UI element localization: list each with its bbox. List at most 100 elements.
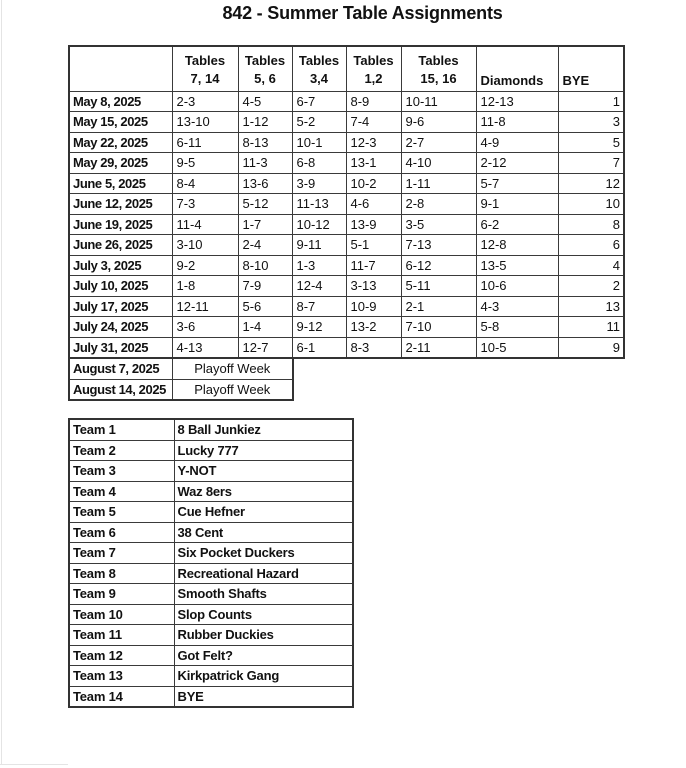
match-cell: 12-3 [345,131,402,153]
match-cell: 1-7 [237,213,293,235]
column-header-line2: 3,4 [309,70,329,86]
bye-cell: 7 [557,152,625,174]
date-cell: July 31, 2025 [68,336,173,359]
match-cell: 1-11 [400,172,477,194]
match-cell: 4-5 [237,90,293,112]
schedule-row: July 24, 2025 3-6 1-4 9-12 13-2 7-10 5-8 11 [68,316,625,338]
match-cell: 5-6 [237,295,293,317]
match-cell: 3-13 [345,275,402,297]
team-number-cell: Team 14 [68,685,175,708]
page-edge-line [1,0,2,764]
team-number-cell: Team 4 [68,480,175,502]
date-cell: June 19, 2025 [68,213,173,235]
team-number-cell: Team 11 [68,624,175,646]
schedule-row: July 17, 2025 12-11 5-6 8-7 10-9 2-1 4-3 13 [68,295,625,317]
column-header-line2: 5, 6 [254,70,276,86]
match-cell: 6-1 [291,336,347,359]
team-name-cell: Waz 8ers [173,480,354,502]
schedule-header-row: Tables 7, 14 Tables 5, 6 Tables 3,4 Tables 1,2 T… [68,45,625,92]
match-cell: 10-11 [400,90,477,112]
match-cell: 7-13 [400,234,477,256]
date-cell: May 22, 2025 [68,131,173,153]
schedule-row: July 31, 2025 4-13 12-7 6-1 8-3 2-11 10-5 9 [68,336,625,359]
match-cell: 13-10 [171,111,239,133]
team-name-cell: Recreational Hazard [173,562,354,584]
team-number-cell: Team 3 [68,460,175,482]
match-cell: 1-12 [237,111,293,133]
schedule-table: Tables 7, 14 Tables 5, 6 Tables 3,4 Tables 1,2 T… [68,45,625,359]
match-cell: 1-4 [237,316,293,338]
team-number-cell: Team 5 [68,501,175,523]
match-cell: 3-5 [400,213,477,235]
bye-cell: 10 [557,193,625,215]
team-name-cell: 8 Ball Junkiez [173,418,354,441]
team-number-cell: Team 12 [68,644,175,666]
match-cell: 10-6 [475,275,559,297]
match-cell: 11-3 [237,152,293,174]
match-cell: 8-3 [345,336,402,359]
match-cell: 13-6 [237,172,293,194]
team-name-cell: BYE [173,685,354,708]
playoff-table: August 7, 2025 Playoff Week August 14, 202… [68,357,294,401]
schedule-column-header: Diamonds [475,45,559,92]
match-cell: 8-10 [237,254,293,276]
match-cell: 9-5 [171,152,239,174]
match-cell: 5-8 [475,316,559,338]
match-cell: 6-7 [291,90,347,112]
match-cell: 7-3 [171,193,239,215]
schedule-row: June 5, 2025 8-4 13-6 3-9 10-2 1-11 5-7 12 [68,172,625,194]
team-name-cell: Six Pocket Duckers [173,542,354,564]
match-cell: 3-10 [171,234,239,256]
date-cell: June 5, 2025 [68,172,173,194]
schedule-row: June 26, 2025 3-10 2-4 9-11 5-1 7-13 12-8 6 [68,234,625,256]
match-cell: 6-12 [400,254,477,276]
column-header-line2: 15, 16 [420,70,457,86]
match-cell: 5-2 [291,111,347,133]
match-cell: 4-13 [171,336,239,359]
page-break-corner-line [0,764,68,765]
schedule-row: May 8, 2025 2-3 4-5 6-7 8-9 10-11 12-13 1 [68,90,625,112]
match-cell: 1-3 [291,254,347,276]
match-cell: 2-4 [237,234,293,256]
match-cell: 7-10 [400,316,477,338]
schedule-row: June 12, 2025 7-3 5-12 11-13 4-6 2-8 9-1 10 [68,193,625,215]
team-name-cell: Y-NOT [173,460,354,482]
match-cell: 2-7 [400,131,477,153]
match-cell: 9-1 [475,193,559,215]
match-cell: 9-2 [171,254,239,276]
schedule-corner-cell [68,45,173,92]
team-number-cell: Team 2 [68,439,175,461]
schedule-column-header: Tables 5, 6 [237,45,293,92]
schedule-row: May 22, 2025 6-11 8-13 10-1 12-3 2-7 4-9 5 [68,131,625,153]
playoff-week-cell: Playoff Week [171,357,294,380]
schedule-row: July 10, 2025 1-8 7-9 12-4 3-13 5-11 10-6 2 [68,275,625,297]
team-number-cell: Team 1 [68,418,175,441]
column-header-line1: Tables [418,53,459,69]
match-cell: 7-9 [237,275,293,297]
match-cell: 12-11 [171,295,239,317]
match-cell: 12-13 [475,90,559,112]
match-cell: 4-6 [345,193,402,215]
match-cell: 4-3 [475,295,559,317]
team-row: Team 10 Slop Counts [68,603,354,625]
match-cell: 2-3 [171,90,239,112]
bye-cell: 12 [557,172,625,194]
bye-cell: 4 [557,254,625,276]
date-cell: August 7, 2025 [68,357,173,380]
schedule-column-header: Tables 15, 16 [400,45,477,92]
date-cell: May 15, 2025 [68,111,173,133]
team-row: Team 2 Lucky 777 [68,439,354,461]
date-cell: July 3, 2025 [68,254,173,276]
team-name-cell: Rubber Duckies [173,624,354,646]
match-cell: 4-10 [400,152,477,174]
match-cell: 6-2 [475,213,559,235]
match-cell: 2-11 [400,336,477,359]
match-cell: 10-1 [291,131,347,153]
match-cell: 5-12 [237,193,293,215]
team-row: Team 12 Got Felt? [68,644,354,666]
column-header-line1: Tables [184,53,226,69]
team-number-cell: Team 6 [68,521,175,543]
column-header-line1: Tables [353,53,394,69]
team-row: Team 14 BYE [68,685,354,708]
